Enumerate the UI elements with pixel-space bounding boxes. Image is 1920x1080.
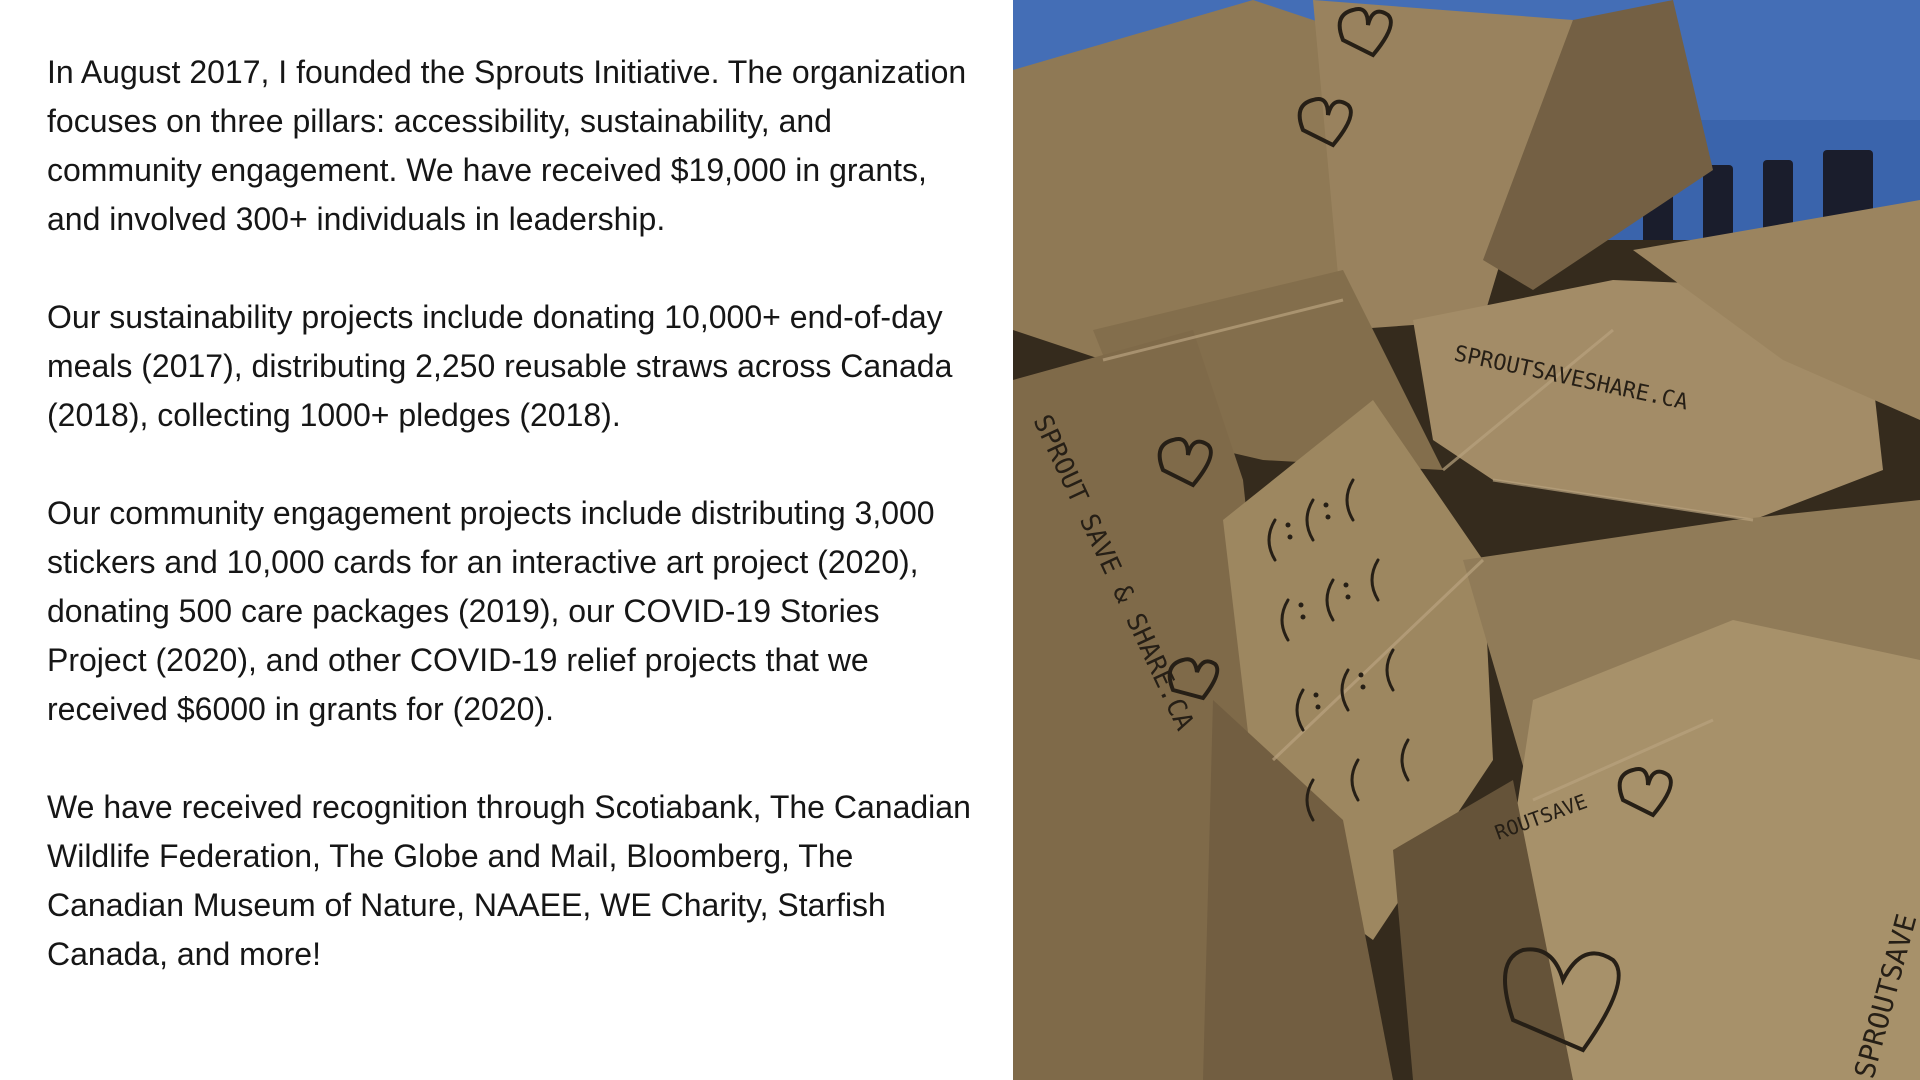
paragraph-founding: In August 2017, I founded the Sprouts In… (47, 54, 967, 237)
text-column: In August 2017, I founded the Sprouts In… (47, 48, 987, 1028)
paragraph-community-engagement: Our community engagement projects includ… (47, 495, 935, 727)
photo-illustration: SPROUT SAVE & SHARE.CA SPROUTSAVESHARE.C… (1013, 0, 1920, 1080)
paragraph-sustainability: Our sustainability projects include dona… (47, 299, 953, 433)
photo-paper-bags-in-crate: SPROUT SAVE & SHARE.CA SPROUTSAVESHARE.C… (1013, 0, 1920, 1080)
paragraph-recognition: We have received recognition through Sco… (47, 789, 971, 972)
